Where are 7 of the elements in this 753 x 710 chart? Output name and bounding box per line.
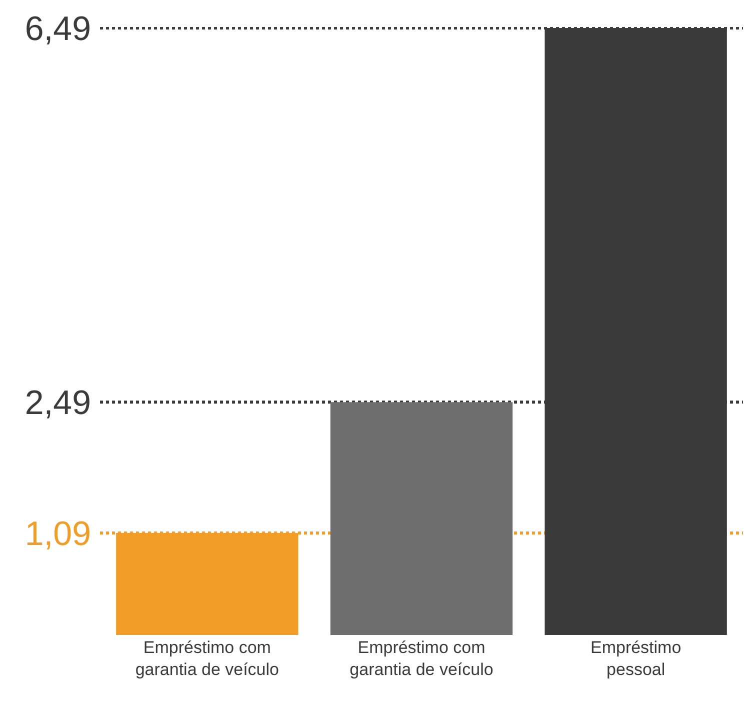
y-tick-label: 6,49	[24, 10, 91, 48]
x-tick-label: Empréstimo com garantia de veículo	[135, 638, 279, 680]
x-tick-label: Empréstimo pessoal	[590, 638, 682, 680]
x-tick-label: Empréstimo com garantia de veículo	[350, 638, 494, 680]
y-tick-label: 2,49	[24, 384, 91, 422]
y-tick-label: 1,09	[24, 514, 91, 553]
bar	[330, 402, 513, 635]
